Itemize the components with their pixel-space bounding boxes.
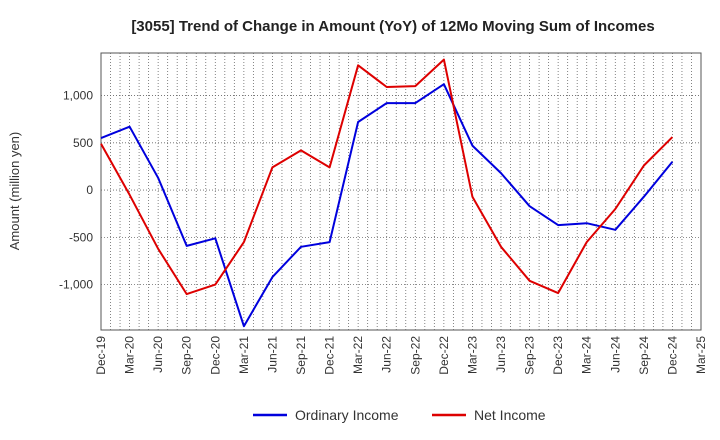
x-tick-label: Jun-24: [608, 336, 622, 373]
y-tick-label: 1,000: [63, 89, 93, 103]
plot-border: [100, 52, 702, 331]
x-tick-label: Mar-22: [351, 336, 365, 374]
x-tick-label: Mar-25: [694, 336, 708, 374]
x-tick-label: Sep-24: [637, 336, 651, 375]
y-tick-label: 0: [86, 183, 93, 197]
series-line-ordinary-income: [100, 83, 674, 328]
legend-label-ordinary-income: Ordinary Income: [295, 407, 399, 423]
x-tick-label: Jun-20: [151, 336, 165, 373]
x-tick-label: Dec-20: [208, 336, 222, 375]
x-tick-label: Sep-21: [294, 336, 308, 375]
chart-title: [3055] Trend of Change in Amount (YoY) o…: [131, 18, 654, 35]
grid-layer: [101, 53, 701, 330]
plot-area: [100, 52, 702, 331]
x-tick-label: Jun-23: [494, 336, 508, 373]
y-tick-label: 500: [73, 136, 93, 150]
legend-label-net-income: Net Income: [474, 407, 546, 423]
y-tick-label: -500: [69, 230, 93, 244]
x-tick-label: Mar-24: [580, 336, 594, 374]
x-tick-label: Dec-21: [323, 336, 337, 375]
x-tick-label: Sep-22: [408, 336, 422, 375]
x-tick-label: Mar-21: [237, 336, 251, 374]
x-tick-label: Mar-20: [123, 336, 137, 374]
x-tick-labels: Dec-19 Mar-20 Jun-20 Sep-20 Dec-20 Mar-21 Jun-…: [94, 336, 708, 375]
x-tick-label: Jun-22: [380, 336, 394, 373]
x-tick-label: Sep-23: [523, 336, 537, 375]
x-tick-label: Dec-24: [665, 336, 679, 375]
x-tick-label: Dec-23: [551, 336, 565, 375]
x-tick-label: Dec-19: [94, 336, 108, 375]
y-axis-label: Amount (million yen): [7, 132, 22, 251]
y-tick-labels: -1,000 -500 0 500 1,000: [59, 89, 93, 292]
x-tick-label: Jun-21: [265, 336, 279, 373]
series-line-net-income: [100, 58, 674, 296]
x-tick-label: Dec-22: [437, 336, 451, 375]
x-tick-label: Mar-23: [465, 336, 479, 374]
x-tick-label: Sep-20: [180, 336, 194, 375]
y-tick-label: -1,000: [59, 278, 93, 292]
series-layer: [100, 58, 674, 328]
legend: Ordinary Income Net Income: [253, 407, 546, 423]
